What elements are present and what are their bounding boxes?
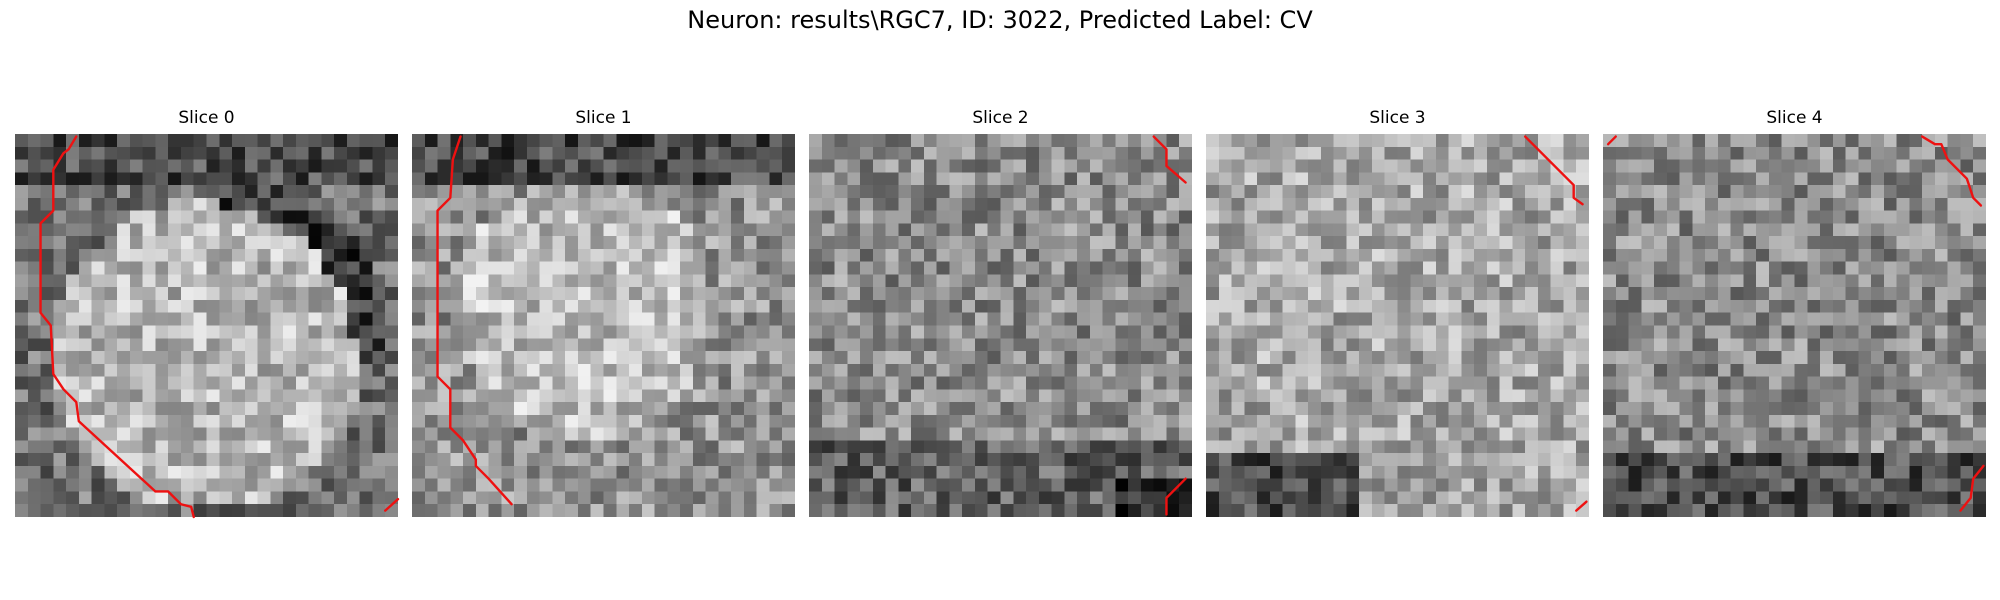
slice-1-title: Slice 1 [412,108,795,128]
slice-0-title: Slice 0 [15,108,398,128]
slice-2-contour-1 [1166,479,1185,515]
slice-3-contour-overlay [1206,134,1589,517]
slice-4-contour-2 [1960,466,1983,511]
slice-3-title: Slice 3 [1206,108,1589,128]
slice-0-contour-1 [385,499,398,510]
slice-2-contour-0 [1154,137,1186,183]
slice-4-contour-0 [1608,137,1616,145]
slice-3-contour-0 [1525,137,1582,205]
slice-0-contour-overlay [15,134,398,517]
slice-3-contour-1 [1576,502,1586,511]
figure-title: Neuron: results\RGC7, ID: 3022, Predicte… [0,6,2000,34]
slice-1-contour-0 [438,137,512,505]
slice-2-title: Slice 2 [809,108,1192,128]
slice-2-contour-overlay [809,134,1192,517]
slice-1-contour-overlay [412,134,795,517]
slice-4-contour-1 [1922,137,1981,206]
slice-0-contour-0 [41,137,194,517]
slice-4-contour-overlay [1603,134,1986,517]
slice-4-title: Slice 4 [1603,108,1986,128]
